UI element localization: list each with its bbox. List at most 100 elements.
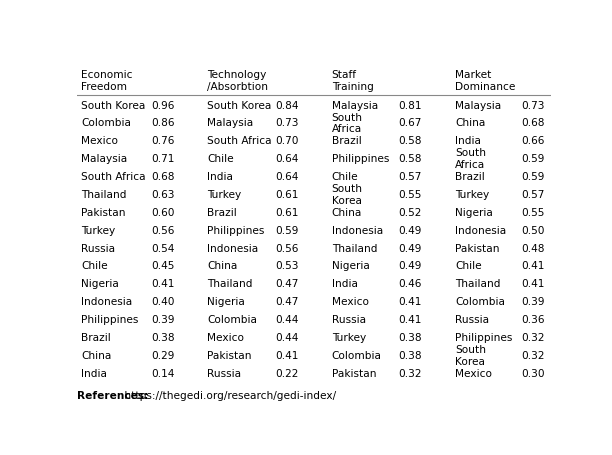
Text: Brazil: Brazil — [207, 208, 237, 218]
Text: 0.50: 0.50 — [521, 226, 545, 236]
Text: Philippines: Philippines — [455, 333, 512, 343]
Text: 0.56: 0.56 — [151, 226, 175, 236]
Text: Russia: Russia — [207, 369, 241, 379]
Text: Nigeria: Nigeria — [207, 297, 245, 307]
Text: Market
Dominance: Market Dominance — [455, 71, 515, 92]
Text: Philippines: Philippines — [81, 315, 138, 325]
Text: 0.49: 0.49 — [398, 262, 422, 272]
Text: India: India — [207, 172, 233, 182]
Text: 0.68: 0.68 — [521, 118, 545, 128]
Text: Brazil: Brazil — [332, 136, 362, 147]
Text: 0.59: 0.59 — [521, 154, 545, 164]
Text: 0.56: 0.56 — [275, 243, 298, 253]
Text: 0.29: 0.29 — [151, 351, 175, 361]
Text: South
Africa: South Africa — [455, 148, 486, 170]
Text: 0.64: 0.64 — [275, 172, 298, 182]
Text: 0.38: 0.38 — [398, 351, 422, 361]
Text: 0.60: 0.60 — [151, 208, 175, 218]
Text: 0.44: 0.44 — [275, 315, 298, 325]
Text: 0.58: 0.58 — [398, 154, 422, 164]
Text: 0.47: 0.47 — [275, 297, 298, 307]
Text: Nigeria: Nigeria — [81, 279, 119, 289]
Text: 0.40: 0.40 — [151, 297, 175, 307]
Text: China: China — [332, 208, 362, 218]
Text: Colombia: Colombia — [332, 351, 382, 361]
Text: Chile: Chile — [81, 262, 108, 272]
Text: 0.46: 0.46 — [398, 279, 422, 289]
Text: 0.55: 0.55 — [521, 208, 545, 218]
Text: Malaysia: Malaysia — [81, 154, 127, 164]
Text: Chile: Chile — [332, 172, 358, 182]
Text: South
Africa: South Africa — [332, 113, 363, 134]
Text: 0.22: 0.22 — [275, 369, 298, 379]
Text: Philippines: Philippines — [332, 154, 389, 164]
Text: Colombia: Colombia — [207, 315, 257, 325]
Text: Nigeria: Nigeria — [455, 208, 493, 218]
Text: 0.66: 0.66 — [521, 136, 545, 147]
Text: Chile: Chile — [455, 262, 482, 272]
Text: Indonesia: Indonesia — [81, 297, 132, 307]
Text: Russia: Russia — [81, 243, 116, 253]
Text: South Africa: South Africa — [81, 172, 146, 182]
Text: Turkey: Turkey — [332, 333, 366, 343]
Text: Pakistan: Pakistan — [81, 208, 125, 218]
Text: 0.41: 0.41 — [398, 315, 422, 325]
Text: 0.47: 0.47 — [275, 279, 298, 289]
Text: 0.48: 0.48 — [521, 243, 545, 253]
Text: 0.32: 0.32 — [521, 333, 545, 343]
Text: Pakistan: Pakistan — [207, 351, 252, 361]
Text: Thailand: Thailand — [455, 279, 501, 289]
Text: 0.58: 0.58 — [398, 136, 422, 147]
Text: 0.39: 0.39 — [521, 297, 545, 307]
Text: Colombia: Colombia — [81, 118, 131, 128]
Text: 0.36: 0.36 — [521, 315, 545, 325]
Text: 0.96: 0.96 — [151, 101, 175, 111]
Text: 0.57: 0.57 — [521, 190, 545, 200]
Text: China: China — [455, 118, 485, 128]
Text: 0.81: 0.81 — [398, 101, 422, 111]
Text: China: China — [207, 262, 237, 272]
Text: Russia: Russia — [455, 315, 489, 325]
Text: Turkey: Turkey — [455, 190, 489, 200]
Text: Mexico: Mexico — [332, 297, 368, 307]
Text: Brazil: Brazil — [455, 172, 485, 182]
Text: 0.41: 0.41 — [398, 297, 422, 307]
Text: 0.84: 0.84 — [275, 101, 298, 111]
Text: Malaysia: Malaysia — [207, 118, 253, 128]
Text: 0.44: 0.44 — [275, 333, 298, 343]
Text: 0.71: 0.71 — [151, 154, 175, 164]
Text: Nigeria: Nigeria — [332, 262, 370, 272]
Text: 0.61: 0.61 — [275, 208, 298, 218]
Text: 0.30: 0.30 — [521, 369, 545, 379]
Text: 0.52: 0.52 — [398, 208, 422, 218]
Text: Pakistan: Pakistan — [455, 243, 499, 253]
Text: 0.63: 0.63 — [151, 190, 175, 200]
Text: China: China — [81, 351, 111, 361]
Text: Turkey: Turkey — [207, 190, 241, 200]
Text: 0.41: 0.41 — [151, 279, 175, 289]
Text: South Korea: South Korea — [207, 101, 271, 111]
Text: Chile: Chile — [207, 154, 234, 164]
Text: 0.45: 0.45 — [151, 262, 175, 272]
Text: 0.73: 0.73 — [275, 118, 298, 128]
Text: References:: References: — [76, 391, 147, 401]
Text: Mexico: Mexico — [207, 333, 244, 343]
Text: South
Korea: South Korea — [455, 345, 486, 367]
Text: Thailand: Thailand — [332, 243, 377, 253]
Text: Pakistan: Pakistan — [332, 369, 376, 379]
Text: Indonesia: Indonesia — [207, 243, 258, 253]
Text: 0.68: 0.68 — [151, 172, 175, 182]
Text: 0.54: 0.54 — [151, 243, 175, 253]
Text: Turkey: Turkey — [81, 226, 116, 236]
Text: 0.49: 0.49 — [398, 226, 422, 236]
Text: 0.41: 0.41 — [521, 262, 545, 272]
Text: 0.67: 0.67 — [398, 118, 422, 128]
Text: 0.73: 0.73 — [521, 101, 545, 111]
Text: Malaysia: Malaysia — [332, 101, 378, 111]
Text: India: India — [332, 279, 357, 289]
Text: Staff
Training: Staff Training — [332, 71, 373, 92]
Text: 0.38: 0.38 — [151, 333, 175, 343]
Text: 0.53: 0.53 — [275, 262, 298, 272]
Text: 0.76: 0.76 — [151, 136, 175, 147]
Text: 0.55: 0.55 — [398, 190, 422, 200]
